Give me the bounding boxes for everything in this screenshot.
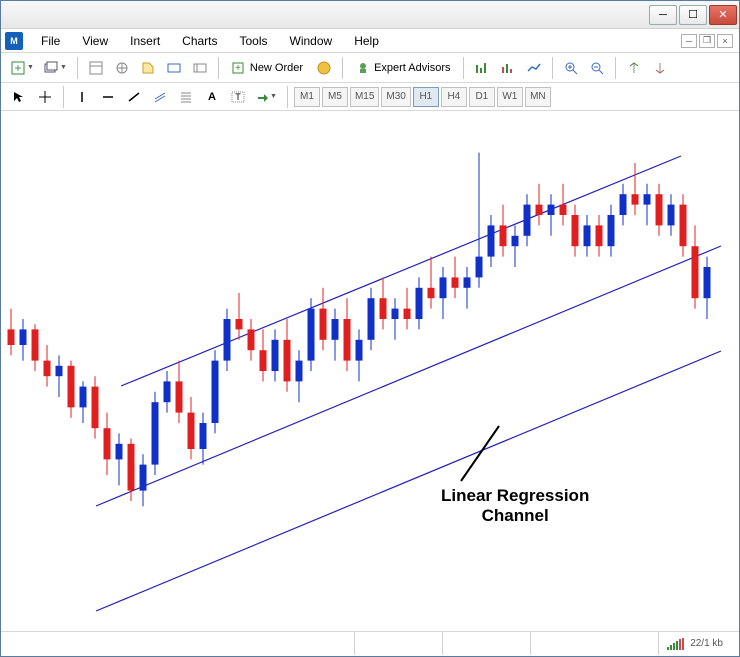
statusbar: 22/1 kb xyxy=(1,631,739,655)
menu-tools[interactable]: Tools xyxy=(230,31,278,51)
periodicity-button[interactable] xyxy=(496,56,520,80)
data-window-button[interactable] xyxy=(136,56,160,80)
new-order-button[interactable]: + New Order xyxy=(225,56,310,80)
timeframe-d1[interactable]: D1 xyxy=(469,87,495,107)
close-button[interactable]: ✕ xyxy=(709,5,737,25)
new-chart-button[interactable]: +▼ xyxy=(7,56,38,80)
profiles-button[interactable]: ▼ xyxy=(40,56,71,80)
metaquotes-button[interactable] xyxy=(312,56,336,80)
channel-tool[interactable] xyxy=(148,85,172,109)
menu-file[interactable]: File xyxy=(31,31,70,51)
crosshair-tool[interactable] xyxy=(33,85,57,109)
svg-text:+: + xyxy=(235,63,241,74)
timeframe-mn[interactable]: MN xyxy=(525,87,551,107)
timeframe-m15[interactable]: M15 xyxy=(350,87,379,107)
connection-bars-icon xyxy=(667,638,684,650)
market-watch-button[interactable] xyxy=(84,56,108,80)
chart-annotation: Linear Regression Channel xyxy=(441,486,589,527)
strategy-tester-button[interactable] xyxy=(188,56,212,80)
indicator-list-button[interactable] xyxy=(470,56,494,80)
menu-insert[interactable]: Insert xyxy=(120,31,170,51)
navigator-button[interactable] xyxy=(110,56,134,80)
app-icon: M xyxy=(5,32,23,50)
menubar: M File View Insert Charts Tools Window H… xyxy=(1,29,739,53)
maximize-button[interactable]: ☐ xyxy=(679,5,707,25)
cursor-tool[interactable] xyxy=(7,85,31,109)
connection-status: 22/1 kb xyxy=(658,632,731,655)
timeframe-w1[interactable]: W1 xyxy=(497,87,523,107)
timeframe-m1[interactable]: M1 xyxy=(294,87,320,107)
svg-text:T: T xyxy=(235,92,241,102)
zoom-in-button[interactable] xyxy=(559,56,583,80)
timeframe-m30[interactable]: M30 xyxy=(381,87,410,107)
mdi-close[interactable]: × xyxy=(717,34,733,48)
mdi-restore[interactable]: ❐ xyxy=(699,34,715,48)
templates-button[interactable] xyxy=(522,56,546,80)
horizontal-line-tool[interactable] xyxy=(96,85,120,109)
menu-charts[interactable]: Charts xyxy=(172,31,227,51)
timeframe-h4[interactable]: H4 xyxy=(441,87,467,107)
status-empty-2 xyxy=(442,632,522,655)
arrows-tool[interactable]: ▼ xyxy=(252,85,281,109)
window-titlebar: ─ ☐ ✕ xyxy=(1,1,739,29)
auto-scroll-button[interactable] xyxy=(622,56,646,80)
zoom-out-button[interactable] xyxy=(585,56,609,80)
vertical-line-tool[interactable] xyxy=(70,85,94,109)
connection-kb: 22/1 kb xyxy=(690,638,723,649)
text-label-tool[interactable]: T xyxy=(226,85,250,109)
trendline-tool[interactable] xyxy=(122,85,146,109)
chart-shift-button[interactable] xyxy=(648,56,672,80)
svg-text:+: + xyxy=(14,61,21,75)
main-toolbar: +▼ ▼ + New Order Expert Advisors xyxy=(1,53,739,83)
mdi-controls: ─ ❐ × xyxy=(681,34,735,48)
terminal-button[interactable] xyxy=(162,56,186,80)
timeframe-m5[interactable]: M5 xyxy=(322,87,348,107)
menu-view[interactable]: View xyxy=(72,31,118,51)
menu-help[interactable]: Help xyxy=(344,31,389,51)
text-tool[interactable]: A xyxy=(200,85,224,109)
menu-window[interactable]: Window xyxy=(280,31,343,51)
status-empty-1 xyxy=(354,632,434,655)
drawing-toolbar: A T ▼ M1 M5 M15 M30 H1 H4 D1 W1 MN xyxy=(1,83,739,111)
expert-advisors-label: Expert Advisors xyxy=(374,62,450,74)
new-order-label: New Order xyxy=(250,62,303,74)
expert-advisors-button[interactable]: Expert Advisors xyxy=(349,56,457,80)
status-empty-3 xyxy=(530,632,650,655)
timeframe-h1[interactable]: H1 xyxy=(413,87,439,107)
minimize-button[interactable]: ─ xyxy=(649,5,677,25)
fibonacci-tool[interactable] xyxy=(174,85,198,109)
chart-area[interactable]: Linear Regression Channel xyxy=(1,111,739,631)
mdi-minimize[interactable]: ─ xyxy=(681,34,697,48)
candlestick-chart xyxy=(1,111,739,631)
